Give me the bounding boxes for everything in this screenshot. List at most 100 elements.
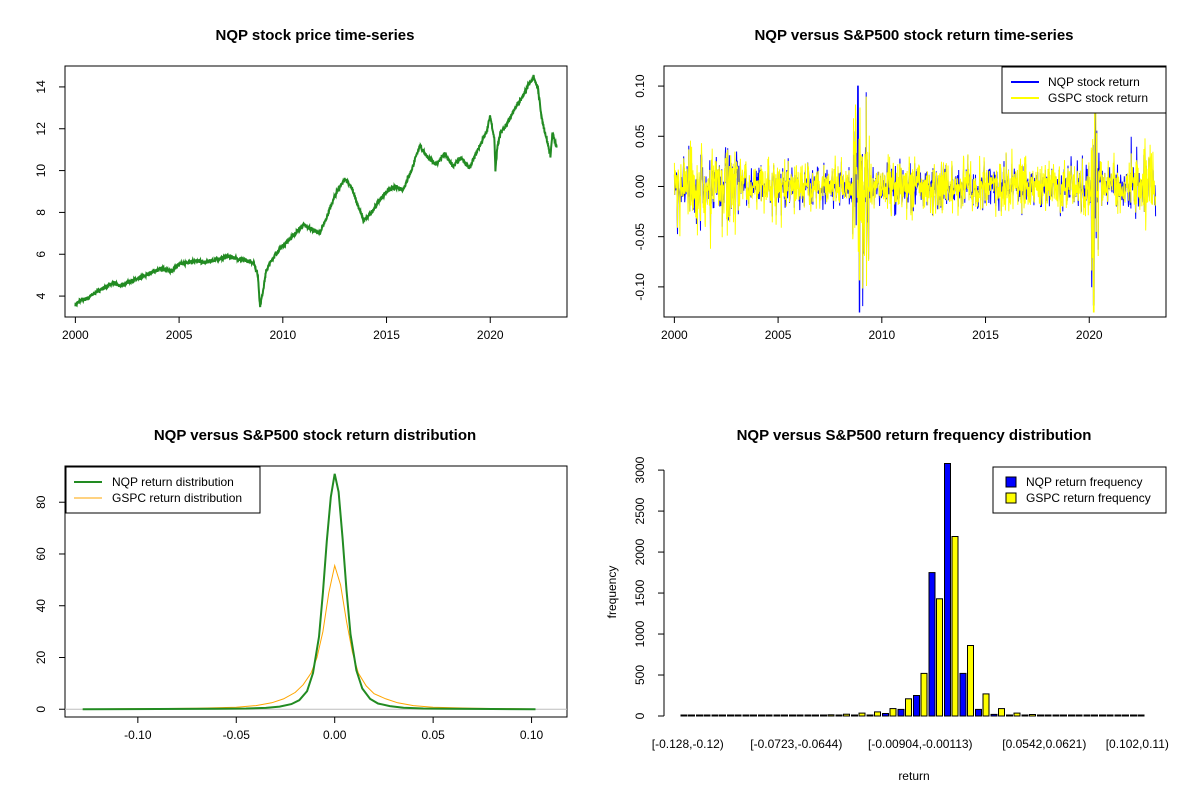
frequency-legend-box <box>992 466 1167 514</box>
gspc-frequency-bar <box>1013 712 1021 717</box>
p4-y-tick-label: 2000 <box>633 538 647 565</box>
p3-x-tick-label: 0.05 <box>421 728 445 742</box>
p3-y-tick-label: 0 <box>34 706 48 713</box>
p2-x-tick-label: 2005 <box>765 328 792 342</box>
p1-y-tick-label: 6 <box>34 251 48 258</box>
gspc-frequency-bar <box>1075 714 1083 717</box>
gspc-frequency-bar <box>1044 714 1052 717</box>
returns-y-axis: -0.10 -0.05 0.00 0.05 0.10 <box>633 74 665 301</box>
returns-chart-title: NQP versus S&P500 stock return time-seri… <box>754 27 1073 44</box>
frequency-panel: NQP versus S&P500 return frequency distr… <box>605 427 1169 783</box>
gspc-frequency-bar <box>688 714 695 717</box>
nqp-frequency-bar <box>851 714 858 717</box>
returns-series <box>673 80 1157 313</box>
p3-x-tick-label: 0.00 <box>323 728 347 742</box>
p1-y-tick-label: 14 <box>34 80 48 94</box>
returns-legend-box <box>1001 66 1167 114</box>
nqp-frequency-bar <box>711 714 719 717</box>
price-line <box>74 74 558 308</box>
gspc-return-line <box>673 80 1157 313</box>
density-series <box>65 473 567 711</box>
p2-y-tick-label: 0.10 <box>633 74 647 98</box>
p2-x-tick-label: 2015 <box>972 328 999 342</box>
nqp-frequency-bar <box>820 714 827 717</box>
price-series <box>74 74 558 308</box>
p2-x-tick-label: 2020 <box>1076 328 1103 342</box>
p2-y-tick-label: 0.05 <box>633 124 647 148</box>
gspc-frequency-bar <box>951 536 959 717</box>
price-chart-title: NQP stock price time-series <box>216 27 415 44</box>
p2-x-tick-label: 2010 <box>868 328 895 342</box>
nqp-frequency-bar <box>866 714 874 717</box>
p3-x-tick-label: -0.05 <box>223 728 251 742</box>
frequency-x-axis: [-0.128,-0.12) [-0.0723,-0.0644) [-0.00904… <box>652 737 1169 751</box>
frequency-x-tick-label: [-0.00904,-0.00113) <box>868 737 973 751</box>
p3-y-tick-label: 40 <box>34 599 48 613</box>
p4-y-tick-label: 1000 <box>633 620 647 647</box>
density-legend: NQP return distribution GSPC return dist… <box>65 466 261 514</box>
nqp-frequency-bar <box>882 713 889 717</box>
p1-y-tick-label: 4 <box>34 292 48 299</box>
p1-x-tick-label: 2015 <box>373 328 400 342</box>
gspc-frequency-bar <box>858 712 866 717</box>
nqp-frequency-bar <box>913 695 920 717</box>
frequency-bars <box>680 463 1145 717</box>
nqp-frequency-bar <box>1083 714 1091 717</box>
nqp-frequency-bar <box>835 714 843 717</box>
gspc-frequency-bar <box>905 698 912 717</box>
p4-y-tick-label: 0 <box>633 712 647 719</box>
returns-panel: NQP versus S&P500 stock return time-seri… <box>633 27 1167 342</box>
gspc-frequency-bar <box>1106 714 1114 717</box>
nqp-frequency-bar <box>1068 714 1075 717</box>
p2-y-tick-label: 0.00 <box>633 174 647 198</box>
nqp-frequency-bar <box>1114 714 1122 717</box>
gspc-frequency-bar <box>781 714 788 717</box>
frequency-chart-title: NQP versus S&P500 return frequency distr… <box>737 427 1092 444</box>
frequency-legend-nqp-swatch <box>1005 476 1017 488</box>
p2-y-tick-label: -0.10 <box>633 273 647 301</box>
p3-x-tick-label: -0.10 <box>124 728 152 742</box>
p2-y-tick-label: -0.05 <box>633 223 647 251</box>
gspc-frequency-bar <box>750 714 757 717</box>
nqp-frequency-bar <box>1052 714 1060 717</box>
gspc-frequency-bar <box>765 714 773 717</box>
density-legend-gspc-label: GSPC return distribution <box>112 491 242 505</box>
nqp-density-line <box>82 473 536 711</box>
gspc-frequency-bar <box>1029 714 1036 717</box>
nqp-frequency-bar <box>975 708 982 717</box>
p3-y-tick-label: 20 <box>34 650 48 664</box>
p4-y-tick-label: 2500 <box>633 497 647 524</box>
price-y-axis: 4 6 8 10 12 14 <box>34 80 66 299</box>
p1-x-tick-label: 2005 <box>166 328 193 342</box>
gspc-frequency-bar <box>982 693 990 717</box>
nqp-frequency-bar <box>773 714 781 717</box>
nqp-frequency-bar <box>959 672 967 717</box>
returns-legend-nqp-label: NQP stock return <box>1048 75 1140 89</box>
gspc-frequency-bar <box>843 713 850 717</box>
nqp-frequency-bar <box>944 463 951 717</box>
p1-y-tick-label: 12 <box>34 122 48 136</box>
nqp-frequency-bar <box>680 714 688 717</box>
gspc-frequency-bar <box>889 708 897 717</box>
frequency-y-axis: 0 500 1000 1500 2000 2500 3000 <box>633 456 665 719</box>
frequency-y-axis-label: frequency <box>605 566 619 619</box>
price-panel: NQP stock price time-series 2000 2005 2010… <box>34 27 568 342</box>
density-y-axis: 0 20 40 60 80 <box>34 495 66 713</box>
gspc-frequency-bar <box>874 711 881 717</box>
density-legend-box <box>65 466 261 514</box>
gspc-frequency-bar <box>1137 714 1145 717</box>
nqp-frequency-bar <box>758 714 765 717</box>
gspc-frequency-bar <box>827 714 835 717</box>
gspc-density-line <box>82 563 532 710</box>
nqp-frequency-bar <box>742 714 750 717</box>
nqp-frequency-bar <box>727 714 734 717</box>
gspc-frequency-bar <box>1091 714 1098 717</box>
nqp-frequency-bar <box>1130 714 1137 717</box>
p4-y-tick-label: 500 <box>633 665 647 685</box>
gspc-frequency-bar <box>1122 714 1129 717</box>
p1-x-tick-label: 2020 <box>477 328 504 342</box>
nqp-frequency-bar <box>928 572 936 717</box>
gspc-frequency-bar <box>1060 714 1067 717</box>
density-x-axis: -0.10 -0.05 0.00 0.05 0.10 <box>124 716 544 742</box>
frequency-x-tick-label: [-0.128,-0.12) <box>652 737 724 751</box>
